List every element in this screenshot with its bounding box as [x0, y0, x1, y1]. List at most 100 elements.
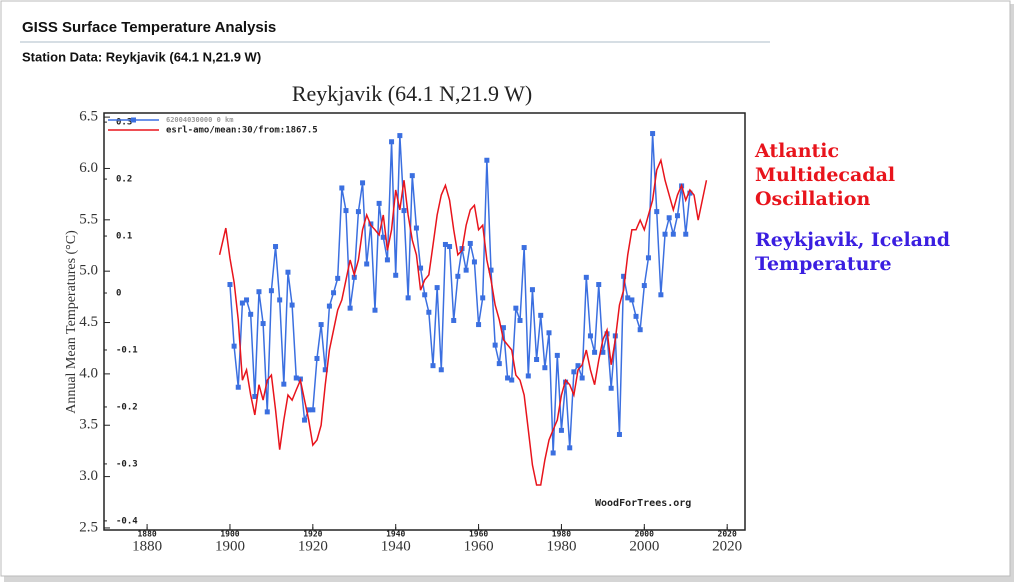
data-point: [674, 213, 680, 219]
data-point: [592, 349, 598, 355]
data-point: [633, 313, 639, 319]
watermark: WoodForTrees.org: [595, 498, 691, 509]
data-point: [422, 292, 428, 298]
plot-frame: [103, 112, 746, 531]
data-point: [401, 208, 407, 214]
x2-tick-label: 1960: [469, 530, 488, 539]
data-point: [529, 287, 535, 293]
data-point: [600, 349, 606, 355]
annotation: Multidecadal: [755, 164, 895, 186]
data-point: [306, 407, 312, 413]
data-point: [289, 302, 295, 308]
y-axis-label: Annual Mean Temperatures (°C): [64, 230, 79, 414]
data-point: [268, 288, 274, 294]
data-point: [231, 343, 237, 349]
annotation: Oscillation: [755, 188, 870, 210]
data-point: [397, 133, 403, 139]
data-point: [326, 303, 332, 309]
y2-tick-label: 0.1: [116, 232, 132, 242]
data-point: [277, 297, 283, 303]
data-point: [239, 300, 245, 306]
x-tick-label: 2020: [712, 538, 742, 554]
data-point: [447, 244, 453, 250]
data-point: [496, 361, 502, 367]
series-line: [229, 133, 691, 453]
data-point: [492, 342, 498, 348]
data-point: [302, 417, 308, 423]
y-tick-label: 4.0: [79, 365, 98, 381]
data-point: [500, 325, 506, 331]
data-point: [318, 322, 324, 328]
data-point: [567, 445, 573, 451]
x-tick-label: 1960: [464, 538, 494, 554]
data-point: [517, 317, 523, 323]
data-point: [505, 375, 511, 381]
data-point: [442, 241, 448, 247]
data-point: [347, 305, 353, 311]
annotation: Temperature: [755, 253, 892, 275]
data-point: [480, 295, 486, 301]
data-point: [513, 305, 519, 311]
x2-tick-label: 2020: [718, 530, 737, 539]
data-point: [285, 269, 291, 275]
x-tick-label: 1920: [298, 538, 328, 554]
data-point: [509, 377, 515, 383]
data-point: [434, 285, 440, 291]
data-point: [662, 231, 668, 237]
data-point: [418, 265, 424, 271]
legend-label: esrl-amo/mean:30/from:1867.5: [166, 126, 318, 136]
data-point: [637, 327, 643, 333]
x2-tick-label: 1920: [303, 530, 322, 539]
data-point: [430, 363, 436, 369]
data-point: [596, 282, 602, 288]
y2-tick-label: 0.3: [116, 118, 132, 128]
y2-tick-label: -0.4: [116, 516, 138, 526]
data-point: [372, 307, 378, 313]
x-tick-label: 1980: [546, 538, 576, 554]
data-point: [343, 208, 349, 214]
data-point: [687, 190, 693, 196]
data-point: [625, 295, 631, 301]
annotation: Reykjavik, Iceland: [755, 229, 950, 251]
data-point: [455, 273, 461, 279]
data-point: [252, 393, 258, 399]
x2-tick-label: 2000: [635, 530, 654, 539]
data-point: [654, 209, 660, 215]
data-point: [621, 273, 627, 279]
series-line: [218, 157, 708, 486]
x-tick-label: 2000: [629, 538, 659, 554]
data-point: [339, 185, 345, 191]
x2-tick-label: 1980: [552, 530, 571, 539]
page-frame: [0, 0, 1011, 577]
data-point: [683, 231, 689, 237]
data-point: [488, 267, 494, 273]
x2-tick-label: 1880: [137, 530, 156, 539]
x2-tick-label: 1940: [386, 530, 405, 539]
data-point: [534, 357, 540, 363]
legend-marker: [131, 117, 136, 123]
data-point: [521, 245, 527, 251]
data-point: [335, 275, 341, 281]
data-point: [256, 289, 262, 295]
data-point: [645, 255, 651, 261]
chart-title: Reykjavik (64.1 N,21.9 W): [292, 81, 532, 106]
data-point: [575, 363, 581, 369]
page-title: GISS Surface Temperature Analysis: [22, 19, 276, 36]
data-point: [451, 317, 457, 323]
data-point: [384, 257, 390, 263]
page-subtitle: Station Data: Reykjavik (64.1 N,21.9 W): [22, 49, 261, 64]
data-point: [409, 173, 415, 179]
data-point: [426, 309, 432, 315]
data-point: [273, 244, 279, 250]
data-point: [587, 333, 593, 339]
data-point: [629, 297, 635, 303]
data-point: [405, 295, 411, 301]
y-tick-label: 3.5: [79, 417, 98, 433]
data-point: [281, 381, 287, 387]
data-point: [525, 373, 531, 379]
data-point: [608, 385, 614, 391]
data-point: [571, 369, 577, 375]
y2-tick-label: 0: [116, 289, 121, 299]
